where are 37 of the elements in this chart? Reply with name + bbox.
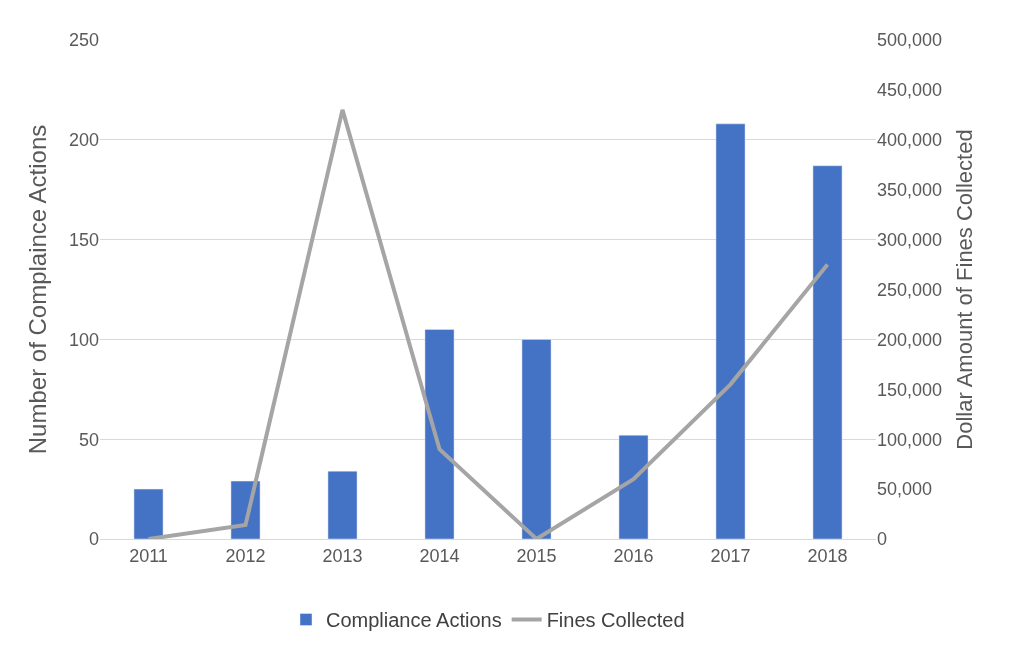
- y2-tick-label: 100,000: [877, 429, 943, 450]
- bar: [424, 329, 455, 539]
- x-tick-label: 2013: [322, 545, 363, 566]
- y2-tick-label: 500,000: [877, 30, 943, 51]
- y2-tick-label: 50,000: [877, 479, 933, 500]
- bar: [812, 165, 843, 539]
- legend-label: Fines Collected: [546, 609, 685, 632]
- y-tick-label: 200: [68, 130, 99, 151]
- x-tick-label: 2016: [613, 545, 654, 566]
- y2-axis-title: Dollar Amount of Fines Collected: [951, 129, 977, 450]
- bar: [133, 488, 164, 539]
- y2-tick-label: 150,000: [877, 379, 943, 400]
- y2-tick-label: 300,000: [877, 229, 943, 250]
- y2-tick-label: 0: [877, 529, 888, 550]
- y-tick-label: 50: [78, 429, 99, 450]
- x-tick-label: 2017: [710, 545, 751, 566]
- y2-tick-label: 200,000: [877, 329, 943, 350]
- y2-tick-label: 250,000: [877, 279, 943, 300]
- y-axis-title: Number of Complaince Actions: [24, 124, 52, 455]
- y2-tick-label: 400,000: [877, 130, 943, 151]
- bar: [715, 123, 746, 539]
- y2-tick-label: 450,000: [877, 80, 943, 101]
- y-tick-label: 150: [68, 229, 99, 250]
- y-tick-label: 250: [68, 30, 99, 51]
- x-tick-label: 2015: [516, 545, 557, 566]
- y-tick-label: 0: [88, 529, 99, 550]
- x-tick-label: 2018: [807, 545, 848, 566]
- bar: [618, 434, 649, 539]
- x-tick-label: 2012: [225, 545, 266, 566]
- bar: [327, 470, 358, 539]
- line-series: [146, 107, 830, 539]
- legend-label: Compliance Actions: [326, 609, 502, 632]
- x-tick-label: 2011: [129, 545, 168, 566]
- y-tick-label: 100: [68, 329, 99, 350]
- bar: [521, 339, 552, 539]
- y2-tick-label: 350,000: [877, 180, 943, 200]
- x-tick-label: 2014: [419, 545, 460, 566]
